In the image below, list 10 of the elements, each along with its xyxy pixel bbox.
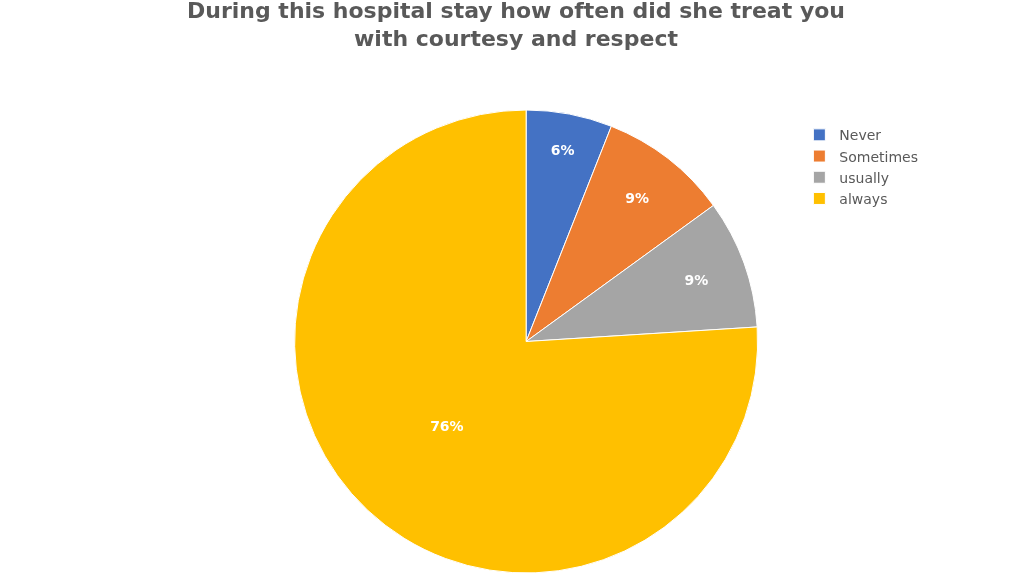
pie-slice — [294, 109, 758, 574]
legend-label: always — [839, 190, 888, 207]
data-label: 76% — [430, 417, 464, 434]
data-label: 6% — [550, 141, 575, 158]
data-label: 9% — [684, 272, 709, 289]
legend-label: Never — [839, 127, 882, 144]
legend-label: Sometimes — [839, 148, 918, 165]
data-label: 9% — [625, 190, 649, 207]
legend-label: usually — [839, 169, 890, 186]
chart-title: During this hospital stay how often did she treat you with courtesy and respect — [186, 0, 846, 52]
